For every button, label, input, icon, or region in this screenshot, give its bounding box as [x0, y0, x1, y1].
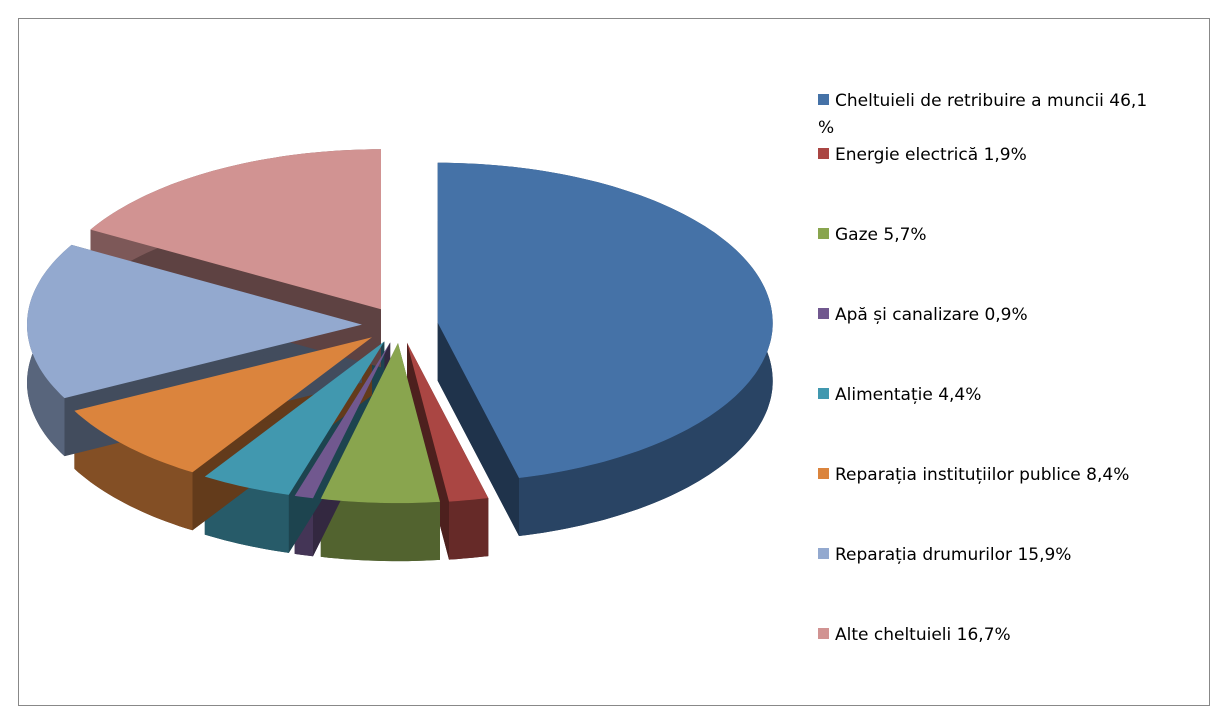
- pie-slice: [90, 149, 381, 310]
- legend-entry: Cheltuieli de retribuire a muncii 46,1 %: [818, 88, 1168, 142]
- pie-slice: [27, 244, 362, 399]
- legend-label: Energie electrică 1,9%: [835, 145, 1027, 165]
- pie-slice: [407, 342, 489, 502]
- legend-label: Reparația drumurilor 15,9%: [835, 545, 1072, 565]
- legend-entry: Alimentație 4,4%: [818, 382, 1198, 409]
- legend-entry: Apă și canalizare 0,9%: [818, 302, 1198, 329]
- legend-label: Cheltuieli de retribuire a muncii 46,1 %: [818, 91, 1148, 138]
- legend-swatch: [818, 548, 829, 559]
- legend-entry: Alte cheltuieli 16,7%: [818, 622, 1198, 649]
- legend-entry: Energie electrică 1,9%: [818, 142, 1198, 169]
- pie-slice: [74, 337, 373, 473]
- chart-frame: [18, 18, 1210, 706]
- legend-swatch: [818, 468, 829, 479]
- legend-swatch: [818, 228, 829, 239]
- legend-swatch: [818, 388, 829, 399]
- pie-slice: [204, 341, 385, 495]
- legend-label: Gaze 5,7%: [835, 225, 927, 245]
- legend-entry: Reparația instituțiilor publice 8,4%: [818, 462, 1198, 489]
- slice-edge: [437, 322, 519, 536]
- legend-label: Reparația instituțiilor publice 8,4%: [835, 465, 1130, 485]
- legend-label: Alimentație 4,4%: [835, 385, 982, 405]
- pie-slice: [294, 342, 391, 499]
- legend-entry: Gaze 5,7%: [818, 222, 1198, 249]
- slice-wall: [449, 498, 489, 560]
- legend-entry: Reparația drumurilor 15,9%: [818, 542, 1198, 569]
- legend-label: Alte cheltuieli 16,7%: [835, 625, 1011, 645]
- legend-swatch: [818, 628, 829, 639]
- slice-wall: [320, 498, 440, 562]
- legend-swatch: [818, 94, 829, 105]
- pie-slice: [437, 162, 773, 479]
- legend-label: Apă și canalizare 0,9%: [835, 305, 1028, 325]
- legend-swatch: [818, 308, 829, 319]
- legend-swatch: [818, 148, 829, 159]
- pie-slice: [320, 343, 440, 504]
